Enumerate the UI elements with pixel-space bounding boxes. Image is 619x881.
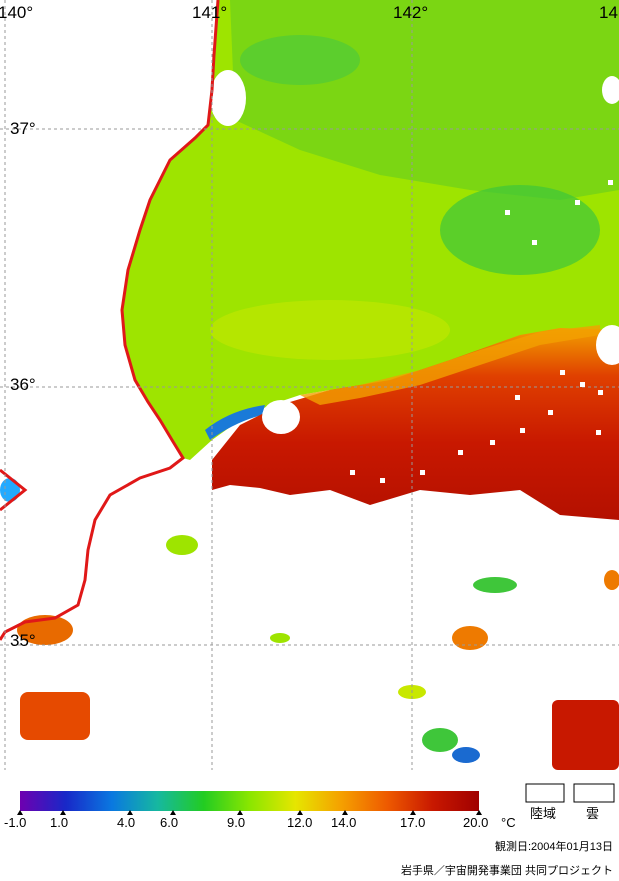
scale-unit: °C bbox=[501, 815, 516, 830]
cold-water-streak bbox=[205, 405, 265, 440]
cloud-gap bbox=[602, 76, 619, 104]
scale-tick-mark bbox=[237, 810, 243, 815]
latitude-label: 37° bbox=[10, 119, 36, 138]
color-scale-bar bbox=[20, 791, 479, 811]
scale-tick-label: 1.0 bbox=[50, 815, 69, 830]
color-scale-ticks bbox=[17, 810, 482, 815]
coastline bbox=[0, 0, 220, 641]
green-patch bbox=[422, 728, 458, 752]
warm-patch bbox=[20, 692, 90, 740]
scale-tick-label: 6.0 bbox=[160, 815, 179, 830]
scale-tick-mark bbox=[127, 810, 133, 815]
orange-front bbox=[300, 325, 600, 405]
latitude-label: 35° bbox=[10, 631, 36, 650]
green-patch bbox=[440, 185, 600, 275]
cloud-gap bbox=[210, 70, 246, 126]
cloud-swatch bbox=[573, 783, 615, 803]
green-patch bbox=[0, 478, 20, 502]
cloud-gap bbox=[596, 325, 619, 365]
scale-tick-mark bbox=[342, 810, 348, 815]
scale-tick-mark bbox=[170, 810, 176, 815]
graticule bbox=[0, 0, 619, 770]
temperature-legend bbox=[17, 783, 615, 815]
yellow-patch bbox=[210, 300, 450, 360]
warm-water-region bbox=[212, 328, 619, 520]
scale-tick-mark bbox=[476, 810, 482, 815]
orange-patch bbox=[604, 570, 619, 590]
project-credit: 岩手県／宇宙開発事業団 共同プロジェクト bbox=[400, 865, 613, 877]
scale-tick-mark bbox=[410, 810, 416, 815]
longitude-label: 141° bbox=[192, 3, 228, 22]
longitude-label: 140° bbox=[0, 3, 34, 22]
scale-tick-mark bbox=[297, 810, 303, 815]
green-patch bbox=[166, 535, 198, 555]
warm-patch bbox=[452, 626, 488, 650]
green-patch bbox=[240, 35, 360, 85]
scale-tick-label: -1.0 bbox=[4, 815, 27, 830]
cloud-gap bbox=[262, 400, 300, 434]
cloud-markers bbox=[350, 180, 613, 483]
scale-tick-label: 14.0 bbox=[331, 815, 357, 830]
land-swatch bbox=[525, 783, 565, 803]
land-legend-label: 陸域 bbox=[530, 806, 557, 821]
scale-tick-label: 20.0 bbox=[463, 815, 489, 830]
scale-tick-label: 17.0 bbox=[400, 815, 426, 830]
green-patch bbox=[270, 633, 290, 643]
sea-surface-temperature-map bbox=[0, 0, 619, 770]
latitude-label: 36° bbox=[10, 375, 36, 394]
scale-tick-label: 12.0 bbox=[287, 815, 313, 830]
observation-date: 観測日:2004年01月13日 bbox=[495, 841, 613, 853]
cloud-legend-label: 雲 bbox=[586, 806, 600, 821]
blue-patch bbox=[452, 747, 480, 763]
scale-tick-mark bbox=[17, 810, 23, 815]
scale-tick-label: 9.0 bbox=[227, 815, 246, 830]
longitude-label: 142° bbox=[393, 3, 429, 22]
coastline-west bbox=[0, 468, 28, 512]
green-patch bbox=[473, 577, 517, 593]
color-scale-gradient bbox=[20, 791, 479, 811]
scale-tick-label: 4.0 bbox=[117, 815, 136, 830]
scale-tick-mark bbox=[60, 810, 66, 815]
longitude-label: 14 bbox=[599, 3, 618, 22]
warm-patch bbox=[552, 700, 619, 770]
